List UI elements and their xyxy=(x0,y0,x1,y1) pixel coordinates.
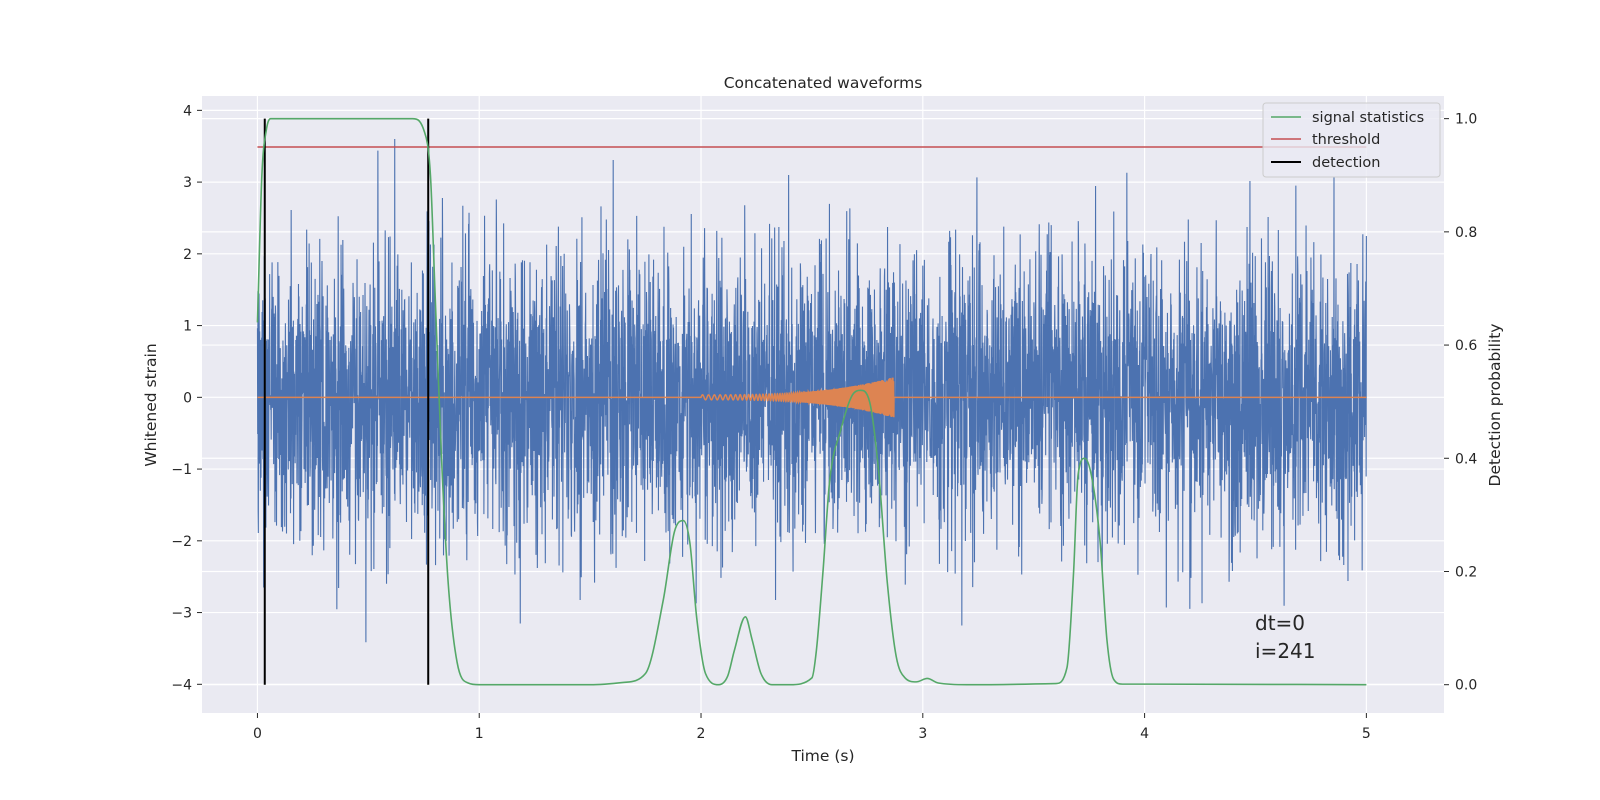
x-tick-label: 5 xyxy=(1362,726,1371,742)
y-tick-label: −1 xyxy=(171,462,192,478)
y-axis-label: Whitened strain xyxy=(142,343,160,466)
legend-label-detection: detection xyxy=(1312,155,1380,171)
right-tick-label: 0.0 xyxy=(1455,678,1477,694)
y-tick-label: −4 xyxy=(171,677,192,693)
right-tick-label: 1.0 xyxy=(1455,112,1477,128)
x-tick-label: 3 xyxy=(918,726,927,742)
x-tick-label: 1 xyxy=(475,726,484,742)
template-series xyxy=(257,377,1367,418)
chart-title: Concatenated waveforms xyxy=(724,74,923,92)
right-axis-label: Detection probability xyxy=(1486,324,1504,487)
legend: signal statistics threshold detection xyxy=(1262,102,1441,178)
right-tick-label: 0.2 xyxy=(1455,564,1477,580)
detection-lines xyxy=(263,118,430,685)
right-tick-label: 0.4 xyxy=(1455,451,1477,467)
x-tick-label: 0 xyxy=(253,726,262,742)
y-axis-ticks: −4 −3 −2 −1 0 1 2 3 4 xyxy=(171,103,202,693)
y-tick-label: 2 xyxy=(183,247,192,263)
annotation-dt: dt=0 xyxy=(1255,611,1305,635)
x-axis-label: Time (s) xyxy=(790,747,854,765)
legend-label-signal-statistics: signal statistics xyxy=(1312,110,1424,126)
x-tick-label: 4 xyxy=(1140,726,1149,742)
x-tick-label: 2 xyxy=(697,726,706,742)
y-tick-label: 1 xyxy=(183,319,192,335)
plot-area xyxy=(256,117,1367,686)
x-axis-ticks: 0 1 2 3 4 5 xyxy=(253,713,1371,742)
y-tick-label: 0 xyxy=(183,390,192,406)
annotation-index: i=241 xyxy=(1255,639,1316,663)
y-tick-label: 4 xyxy=(183,103,192,119)
right-axis-ticks: 0.0 0.2 0.4 0.6 0.8 1.0 xyxy=(1444,112,1477,694)
y-tick-label: −3 xyxy=(171,606,192,622)
legend-label-threshold: threshold xyxy=(1312,132,1380,148)
y-tick-label: −2 xyxy=(171,534,192,550)
right-tick-label: 0.6 xyxy=(1455,338,1477,354)
signal-statistics-series xyxy=(256,117,1367,686)
y-tick-label: 3 xyxy=(183,175,192,191)
legend-box xyxy=(1262,102,1441,178)
right-tick-label: 0.8 xyxy=(1455,225,1477,241)
